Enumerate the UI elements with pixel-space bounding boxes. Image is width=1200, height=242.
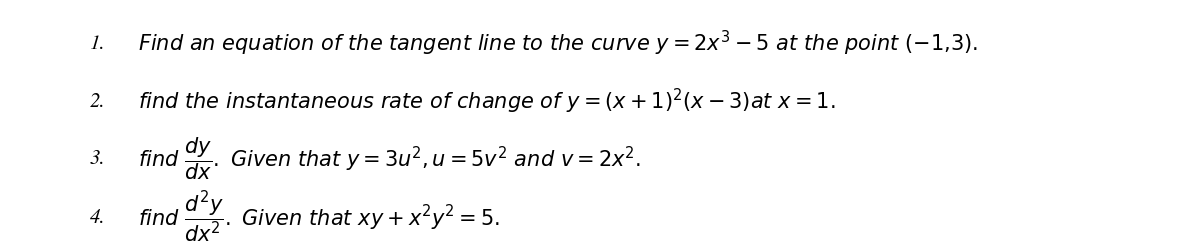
Text: 1.: 1.	[90, 34, 106, 53]
Text: $\mathit{find\ the\ instantaneous\ rate\ of\ change\ of\ }y = (x + 1)^2(x - 3)\m: $\mathit{find\ the\ instantaneous\ rate\…	[138, 87, 835, 116]
Text: 2.: 2.	[90, 92, 106, 111]
Text: 3.: 3.	[90, 149, 106, 168]
Text: $\mathit{Find\ an\ equation\ of\ the\ tangent\ line\ to\ the\ curve\ }y = 2x^3 -: $\mathit{Find\ an\ equation\ of\ the\ ta…	[138, 29, 978, 58]
Text: 4.: 4.	[90, 209, 106, 227]
Text: $\mathit{find\ }\dfrac{d^2y}{dx^2}.\mathit{\ Given\ that\ }xy + x^2y^2 = 5.$: $\mathit{find\ }\dfrac{d^2y}{dx^2}.\math…	[138, 190, 500, 242]
Text: $\mathit{find\ }\dfrac{dy}{dx}.\mathit{\ Given\ that\ }y = 3u^2{,}\,u = 5v^2\mat: $\mathit{find\ }\dfrac{dy}{dx}.\mathit{\…	[138, 135, 641, 182]
